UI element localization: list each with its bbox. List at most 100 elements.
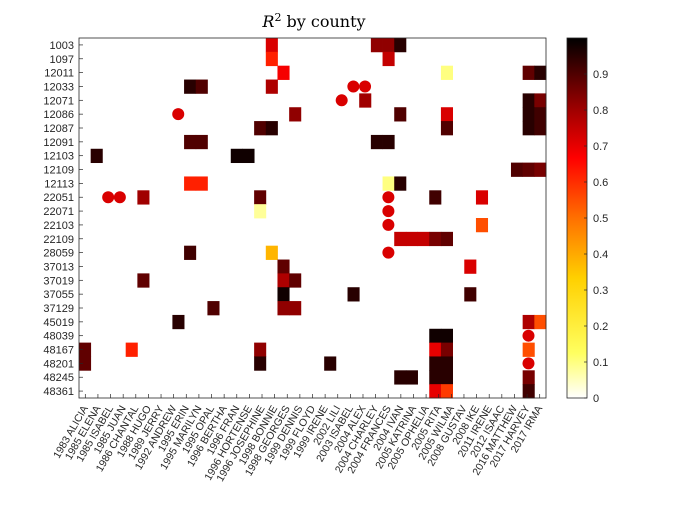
heatmap-cell xyxy=(440,121,453,136)
heatmap-cell xyxy=(265,245,278,260)
y-tick-label: 28059 xyxy=(43,248,74,260)
heatmap-cell xyxy=(475,218,489,233)
heatmap-cell xyxy=(382,176,395,191)
heatmap-cell xyxy=(464,259,477,274)
heatmap-marker xyxy=(382,246,395,259)
heatmap-cell xyxy=(125,342,138,357)
y-tick-label: 1003 xyxy=(50,40,74,52)
plot-area xyxy=(79,38,546,398)
y-tick-label: 48245 xyxy=(43,372,74,384)
heatmap-cells xyxy=(79,38,547,399)
colorbar-tick-label: 0.9 xyxy=(593,69,608,81)
heatmap-cell xyxy=(522,162,535,177)
y-tick-label: 22071 xyxy=(43,206,74,218)
colorbar-tick-label: 0.4 xyxy=(593,249,608,261)
heatmap-cell xyxy=(207,301,220,316)
heatmap-cell xyxy=(254,342,267,357)
heatmap-cell xyxy=(440,231,453,247)
heatmap-cell xyxy=(522,384,535,399)
heatmap-marker xyxy=(102,191,115,204)
heatmap-cell xyxy=(440,342,453,357)
heatmap-cell xyxy=(382,38,395,53)
heatmap-cell xyxy=(370,134,383,150)
heatmap-cell xyxy=(429,328,442,344)
heatmap-cell xyxy=(522,121,535,136)
heatmap-marker xyxy=(382,218,395,231)
heatmap-cell xyxy=(195,176,208,191)
colorbar-tick-label: 0.6 xyxy=(593,177,608,189)
heatmap-cell xyxy=(394,176,407,191)
heatmap-cell xyxy=(277,259,290,274)
heatmap-cell xyxy=(429,342,442,357)
heatmap-cell xyxy=(242,148,255,164)
heatmap-cell xyxy=(534,162,547,177)
heatmap-cell xyxy=(289,301,302,316)
heatmap-cell xyxy=(324,356,337,371)
heatmap-cell xyxy=(522,65,535,80)
y-tick-label: 48201 xyxy=(43,358,74,370)
heatmap-cell xyxy=(394,38,407,53)
heatmap-cell xyxy=(534,65,547,80)
y-tick-label: 12011 xyxy=(44,68,74,80)
heatmap-cell xyxy=(405,370,418,385)
heatmap-marker xyxy=(522,357,535,370)
y-tick-label: 48167 xyxy=(43,345,74,357)
heatmap-cell xyxy=(429,190,442,205)
y-tick-label: 37019 xyxy=(43,275,74,287)
heatmap-cell xyxy=(277,287,290,302)
y-tick-label: 37013 xyxy=(43,261,74,273)
heatmap-cell xyxy=(440,328,453,344)
heatmap-cell xyxy=(184,245,197,260)
heatmap-cell xyxy=(534,93,547,108)
heatmap-marker xyxy=(382,191,395,204)
heatmap-cell xyxy=(184,79,197,94)
heatmap-cell xyxy=(254,121,267,136)
y-tick-label: 37129 xyxy=(43,303,74,315)
heatmap-cell xyxy=(522,370,535,385)
y-tick-label: 48039 xyxy=(43,331,74,343)
heatmap-cell xyxy=(254,204,267,219)
heatmap-cell xyxy=(394,370,407,385)
y-tick-label: 22051 xyxy=(43,192,74,204)
y-tick-label: 12071 xyxy=(43,95,74,107)
heatmap-cell xyxy=(277,273,290,288)
heatmap-cell xyxy=(265,79,278,94)
heatmap-cell xyxy=(277,65,290,80)
heatmap-cell xyxy=(137,273,150,288)
y-tick-label: 12087 xyxy=(43,123,74,135)
heatmap-marker xyxy=(522,329,535,342)
plot-frame xyxy=(78,37,547,399)
heatmap-cell xyxy=(359,93,372,108)
heatmap-cell xyxy=(534,107,547,122)
heatmap-cell xyxy=(440,107,453,122)
y-tick-label: 12033 xyxy=(43,81,74,93)
heatmap-cell xyxy=(79,356,92,371)
heatmap-cell xyxy=(230,148,243,164)
heatmap-cell xyxy=(265,51,278,67)
heatmap-cell xyxy=(429,231,442,247)
y-tick-label: 22103 xyxy=(43,220,74,232)
heatmap-markers xyxy=(102,80,535,370)
heatmap-cell xyxy=(289,273,302,288)
heatmap-cell xyxy=(90,148,103,164)
colorbar-tick-label: 0.3 xyxy=(593,285,608,297)
heatmap-cell xyxy=(405,231,418,247)
y-tick-label: 12086 xyxy=(43,109,74,121)
heatmap-cell xyxy=(289,107,302,122)
heatmap-marker xyxy=(335,94,348,107)
colorbar-tick-label: 0.7 xyxy=(593,141,608,153)
heatmap-cell xyxy=(184,176,197,191)
heatmap-cell xyxy=(370,38,383,53)
heatmap-cell xyxy=(475,190,489,205)
heatmap-cell xyxy=(265,121,278,136)
colorbar-tick-label: 0.5 xyxy=(593,213,608,225)
heatmap-marker xyxy=(382,205,395,218)
heatmap-cell xyxy=(184,134,197,150)
heatmap-cell xyxy=(522,342,535,357)
heatmap-cell xyxy=(440,384,453,399)
y-tick-label: 12113 xyxy=(44,178,74,190)
heatmap-cell xyxy=(522,93,535,108)
heatmap-cell xyxy=(79,342,92,357)
y-tick-label: 22109 xyxy=(43,234,74,246)
